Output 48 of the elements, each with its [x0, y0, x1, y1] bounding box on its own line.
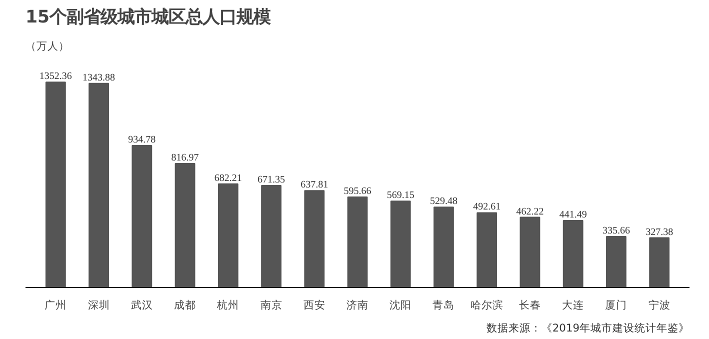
- data-label: 682.21: [214, 172, 242, 184]
- x-tick-label: 济南: [346, 298, 368, 312]
- x-tick-label: 大连: [562, 298, 584, 312]
- x-tick-label: 广州: [44, 298, 67, 312]
- bar: [434, 206, 454, 288]
- bar: [649, 237, 670, 288]
- chart-subtitle: （万人）: [26, 40, 70, 52]
- x-tick-label: 南京: [260, 298, 282, 312]
- data-label: 441.49: [559, 209, 587, 220]
- bar: [520, 216, 540, 288]
- data-label: 1352.36: [39, 71, 72, 82]
- x-tick-label: 宁波: [648, 298, 670, 312]
- data-label: 462.22: [516, 206, 544, 218]
- bar: [606, 236, 626, 288]
- x-tick-label: 厦门: [605, 298, 628, 312]
- x-tick-label: 长春: [518, 298, 541, 312]
- data-label: 1343.88: [82, 72, 116, 84]
- bar: [45, 82, 66, 288]
- data-label: 569.15: [386, 190, 414, 202]
- source-note: 数据来源：《2019年城市建设统计年鉴》: [486, 322, 690, 334]
- data-label: 671.35: [258, 174, 286, 186]
- bar: [132, 145, 152, 288]
- bar: [562, 220, 584, 288]
- data-label: 529.48: [430, 196, 458, 208]
- bar: [174, 162, 196, 288]
- bar: [304, 190, 325, 288]
- x-tick-label: 杭州: [216, 298, 240, 312]
- data-label: 934.78: [128, 134, 156, 146]
- bar: [390, 200, 411, 288]
- x-tick-label: 沈阳: [390, 298, 412, 312]
- data-label: 816.97: [171, 152, 199, 164]
- x-tick-label: 哈尔滨: [470, 298, 504, 312]
- bar: [218, 183, 238, 288]
- x-tick-label: 西安: [303, 298, 326, 312]
- data-label: 595.66: [344, 186, 372, 198]
- data-label: 492.61: [473, 202, 501, 213]
- data-label: 335.66: [602, 226, 630, 237]
- bar: [88, 82, 109, 288]
- bar: [476, 212, 498, 288]
- chart-title: 15个副省级城市城区总人口规模: [26, 8, 271, 28]
- x-tick-label: 深圳: [88, 298, 110, 312]
- bar: [347, 196, 368, 288]
- data-label: 327.38: [646, 226, 674, 238]
- x-tick-label: 武汉: [130, 298, 153, 312]
- bar: [261, 185, 282, 288]
- x-tick-label: 青岛: [432, 298, 455, 312]
- x-tick-label: 成都: [174, 298, 196, 312]
- data-label: 637.81: [300, 180, 328, 191]
